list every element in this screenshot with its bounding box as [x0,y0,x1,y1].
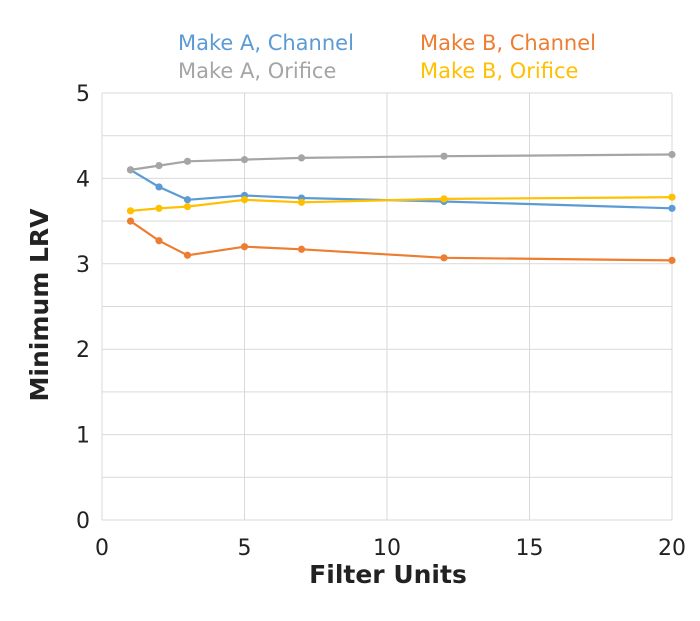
data-point [440,152,448,160]
y-tick-label: 4 [76,167,90,192]
data-point [126,217,135,225]
data-point [668,256,676,264]
data-point [155,237,163,245]
data-point [297,154,306,162]
data-point [440,254,448,262]
data-point [183,196,192,204]
data-point [183,157,192,165]
legend-make-a-orifice: Make A, Orifice [178,59,336,83]
series-lines [129,153,673,262]
series-line-1 [129,220,673,262]
data-point [668,193,676,201]
series-line-3 [130,196,673,212]
data-point [240,243,249,251]
data-point [297,198,306,206]
legend-make-b-channel: Make B, Channel [420,31,596,55]
series-points [126,150,676,264]
y-tick-label: 2 [76,338,90,363]
data-point [240,156,249,164]
data-point [155,161,163,170]
gridlines [101,92,673,521]
data-point [668,150,676,159]
y-tick-label: 1 [76,424,90,449]
y-tick-label: 5 [76,82,90,107]
data-point [183,202,192,211]
data-point [240,196,249,204]
legend-make-a-channel: Make A, Channel [178,31,354,55]
data-point [126,207,135,215]
legend: Make A, Channel Make B, Channel Make A, … [178,31,596,83]
data-point [126,166,135,174]
x-tick-label: 15 [516,536,544,561]
y-tick-label: 3 [76,253,90,278]
data-point [155,204,163,212]
legend-make-b-orifice: Make B, Orifice [420,59,578,83]
y-axis-title: Minimum LRV [25,208,54,402]
x-tick-label: 5 [238,536,252,561]
x-tick-label: 0 [95,536,109,561]
series-line-2 [130,153,673,171]
data-point [297,245,306,253]
x-tick-labels: 0 5 10 15 20 [95,536,686,561]
x-tick-label: 20 [658,536,686,561]
x-axis-title: Filter Units [309,560,467,589]
data-point [183,251,192,259]
data-point [668,204,676,212]
data-point [155,183,163,191]
series-line-0 [129,168,673,210]
y-tick-labels: 0 1 2 3 4 5 [76,82,90,534]
x-tick-label: 10 [373,536,401,561]
y-tick-label: 0 [76,509,90,534]
data-point [440,195,448,203]
